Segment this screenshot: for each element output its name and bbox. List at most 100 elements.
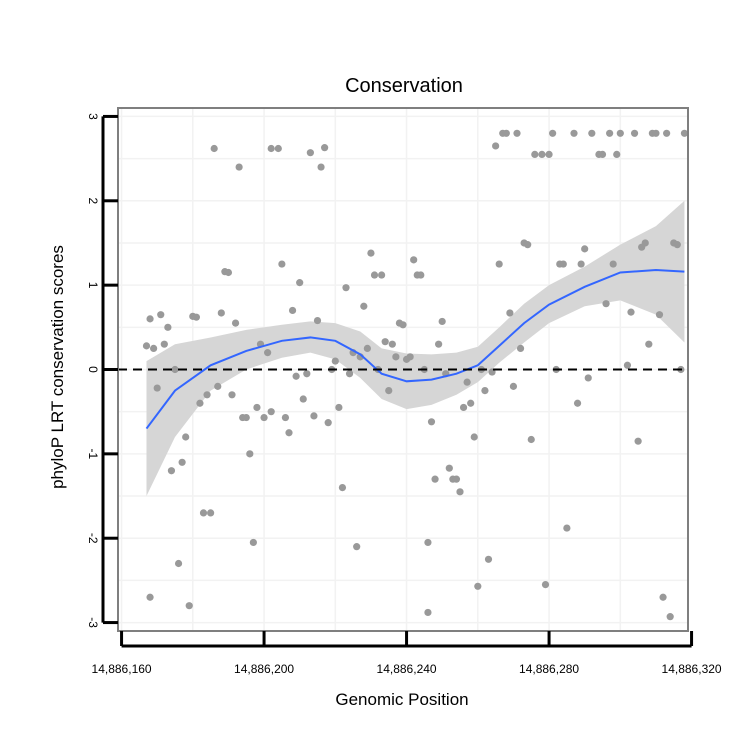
data-point [513,129,521,137]
data-point [335,403,343,412]
data-point [153,384,161,392]
data-point [174,559,183,568]
data-point [463,378,471,386]
data-point [142,342,151,350]
y-tick-label: -3 [86,617,100,628]
data-point [360,302,368,310]
data-point [680,129,689,137]
data-point [445,464,453,472]
data-point [196,399,204,407]
data-point [249,538,257,547]
data-point [524,241,532,249]
data-point [285,429,293,437]
data-point [623,361,632,369]
grid-lines [118,108,688,631]
data-point [598,150,607,158]
y-tick-label: -1 [86,449,100,460]
data-point [167,467,176,475]
data-point [527,435,535,444]
data-point [192,313,200,321]
data-point [630,129,639,137]
data-point [228,391,236,399]
data-point [146,315,154,323]
data-point [673,241,681,249]
data-point [370,271,379,279]
data-point [399,321,407,329]
data-point [246,450,254,458]
data-point [342,284,350,292]
chart-title: Conservation [345,75,463,97]
data-point [602,300,610,308]
data-point [185,602,193,610]
data-point [321,144,329,152]
data-point [160,340,168,348]
data-point [253,403,261,412]
y-tick-label: 3 [86,113,100,120]
data-point [182,433,190,441]
confidence-band [146,200,685,497]
data-point [538,150,546,158]
data-point [456,488,464,496]
data-point [146,593,154,601]
data-point [274,144,282,153]
data-point [306,149,314,157]
x-tick-label: 14,886,160 [92,662,152,676]
data-point [584,374,592,382]
data-point [509,382,518,390]
data-point [207,509,215,517]
data-point [214,382,222,390]
data-point [563,524,571,532]
data-point [267,408,275,416]
data-point [331,357,339,365]
data-point [627,308,635,316]
data-point [606,129,614,137]
data-point [388,340,396,348]
axes: 14,886,160 14,886,200 14,886,240 14,886,280… [86,113,722,676]
data-point [467,399,475,407]
data-point [410,256,418,264]
data-point [659,593,667,601]
x-axis-title: Genomic Position [335,690,468,709]
data-point [345,370,354,378]
data-point [210,144,218,153]
data-point [531,150,539,158]
data-point [435,340,443,348]
data-point [235,163,243,171]
data-point [424,608,432,617]
smooth-line [145,268,685,430]
y-tick-label: 2 [86,197,100,204]
data-point [417,271,425,279]
data-point [367,249,375,257]
data-point [178,458,186,466]
data-point [378,271,386,279]
smooth-line-layer [145,268,685,430]
data-point [474,582,482,590]
data-point [392,353,400,361]
y-tick-label: -2 [86,533,100,544]
data-point [663,129,671,137]
data-point [278,260,286,268]
data-point [570,129,578,137]
data-point [317,163,325,171]
data-point [459,403,468,412]
data-point [431,475,439,483]
y-axis-title: phyloP LRT conservation scores [48,245,67,489]
data-point [292,372,300,380]
data-point [310,412,318,420]
data-point [424,538,432,547]
x-tick-label: 14,886,320 [662,662,722,676]
data-point [171,365,179,374]
data-point [588,129,596,137]
data-point [484,555,493,563]
data-point [573,399,582,407]
data-point [217,309,225,317]
data-point [353,543,361,551]
data-point [666,613,674,621]
data-point [492,142,500,150]
data-point [616,129,624,137]
data-point [652,129,660,137]
data-point [516,344,525,353]
data-point [231,319,240,327]
x-tick-label: 14,886,280 [519,662,579,676]
data-point [655,311,664,319]
